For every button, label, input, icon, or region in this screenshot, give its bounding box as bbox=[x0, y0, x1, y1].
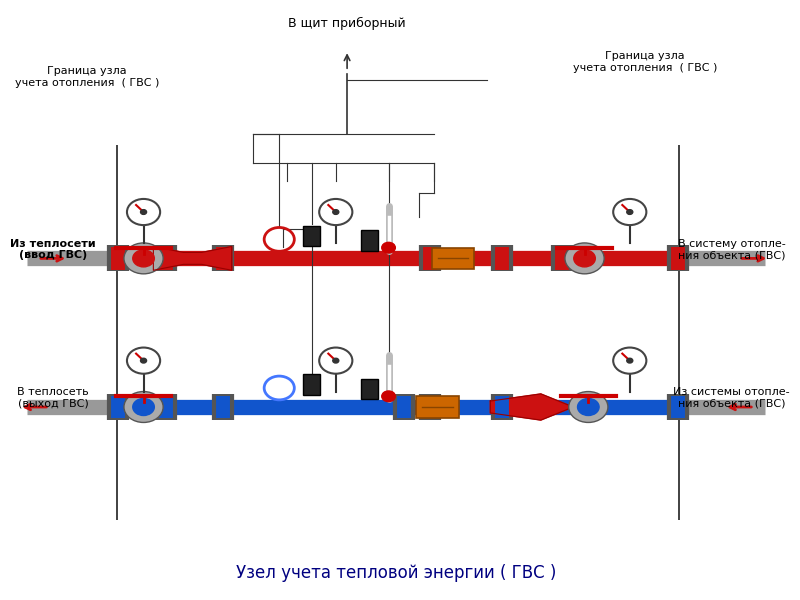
Circle shape bbox=[382, 242, 395, 253]
Text: В систему отопле-
ния объекта (ГВС): В систему отопле- ния объекта (ГВС) bbox=[678, 239, 786, 260]
Bar bbox=[303, 226, 320, 246]
Circle shape bbox=[613, 347, 646, 374]
Text: В теплосеть
(выход ГВС): В теплосеть (выход ГВС) bbox=[18, 387, 89, 409]
Text: В щит приборный: В щит приборный bbox=[288, 16, 406, 29]
Circle shape bbox=[127, 347, 160, 374]
Circle shape bbox=[626, 358, 633, 363]
Circle shape bbox=[574, 250, 595, 267]
Circle shape bbox=[569, 392, 608, 422]
Bar bbox=[362, 230, 378, 251]
Circle shape bbox=[382, 391, 395, 401]
Circle shape bbox=[565, 243, 604, 274]
Bar bbox=[362, 379, 378, 399]
Bar bbox=[431, 248, 474, 269]
Circle shape bbox=[127, 199, 160, 225]
Circle shape bbox=[319, 199, 352, 225]
Circle shape bbox=[141, 358, 146, 363]
Bar bbox=[417, 397, 458, 418]
Text: Из системы отопле-
ния объекта (ГВС): Из системы отопле- ния объекта (ГВС) bbox=[674, 387, 790, 409]
Polygon shape bbox=[490, 394, 574, 420]
Text: Узел учета тепловой энергии ( ГВС ): Узел учета тепловой энергии ( ГВС ) bbox=[236, 565, 556, 583]
Text: Из теплосети
(ввод ГВС): Из теплосети (ввод ГВС) bbox=[10, 239, 96, 260]
Polygon shape bbox=[154, 247, 232, 270]
Circle shape bbox=[141, 209, 146, 214]
Text: Граница узла
учета отопления  ( ГВС ): Граница узла учета отопления ( ГВС ) bbox=[573, 52, 717, 73]
Circle shape bbox=[133, 398, 154, 416]
Circle shape bbox=[124, 392, 163, 422]
Circle shape bbox=[626, 209, 633, 214]
Circle shape bbox=[333, 358, 338, 363]
Circle shape bbox=[333, 209, 338, 214]
Circle shape bbox=[124, 243, 163, 274]
Circle shape bbox=[319, 347, 352, 374]
Circle shape bbox=[133, 250, 154, 267]
Text: Граница узла
учета отопления  ( ГВС ): Граница узла учета отопления ( ГВС ) bbox=[15, 66, 159, 88]
Circle shape bbox=[613, 199, 646, 225]
Circle shape bbox=[578, 398, 599, 416]
Bar bbox=[303, 374, 320, 395]
